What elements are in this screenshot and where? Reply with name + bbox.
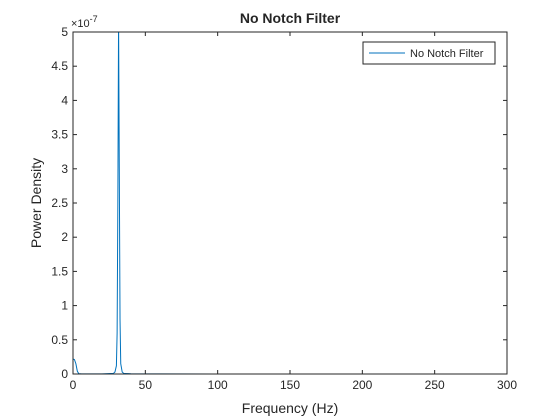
y-tick-label: 2 xyxy=(61,230,68,244)
x-tick-label: 100 xyxy=(208,378,228,392)
y-tick-label: 1 xyxy=(61,299,68,313)
y-axis-label: Power Density xyxy=(28,158,44,248)
y-tick-label: 1.5 xyxy=(51,264,68,278)
x-tick-label: 200 xyxy=(352,378,372,392)
x-tick-label: 300 xyxy=(497,378,517,392)
chart-title: No Notch Filter xyxy=(240,10,341,26)
y-exponent-power: -7 xyxy=(90,14,98,24)
plot-area xyxy=(73,32,507,374)
x-axis-label: Frequency (Hz) xyxy=(242,400,338,416)
y-tick-label: 3.5 xyxy=(51,128,68,142)
x-tick-label: 50 xyxy=(139,378,153,392)
legend-entry-label: No Notch Filter xyxy=(410,48,484,60)
y-tick-label: 3 xyxy=(61,162,68,176)
x-tick-label: 150 xyxy=(280,378,300,392)
y-tick-label: 4 xyxy=(61,93,68,107)
y-tick-label: 5 xyxy=(61,25,68,39)
legend-box xyxy=(362,41,496,65)
y-tick-label: 2.5 xyxy=(51,196,68,210)
legend: No Notch Filter xyxy=(362,41,496,65)
x-tick-label: 250 xyxy=(425,378,445,392)
axes-box xyxy=(72,31,508,375)
y-tick-label: 0 xyxy=(61,367,68,381)
y-exponent-label: ×10-7 xyxy=(71,14,98,30)
y-tick-label: 4.5 xyxy=(51,59,68,73)
y-tick-label: 0.5 xyxy=(51,333,68,347)
x-tick-label: 0 xyxy=(70,378,77,392)
